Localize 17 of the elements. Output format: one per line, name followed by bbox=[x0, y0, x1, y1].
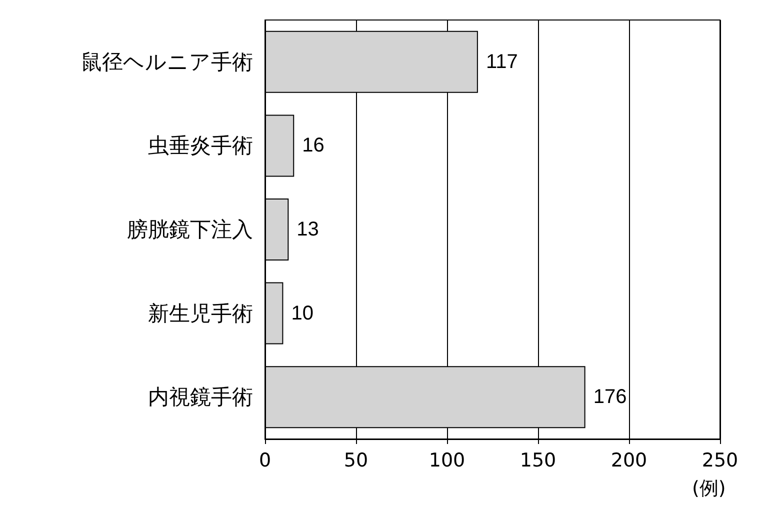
data-label: 176 bbox=[593, 386, 627, 408]
x-tick-label: 200 bbox=[610, 450, 648, 472]
y-tick-label: 膀胱鏡下注入 bbox=[127, 218, 253, 242]
data-label: 16 bbox=[302, 134, 324, 157]
y-tick-label: 新生児手術 bbox=[148, 301, 253, 326]
y-tick-label: 鼠径ヘルニア手術 bbox=[81, 50, 253, 74]
x-tick-label: 250 bbox=[702, 450, 738, 472]
data-label: 10 bbox=[291, 302, 314, 324]
y-tick-label: 虫垂炎手術 bbox=[148, 134, 253, 158]
x-tick-label: 50 bbox=[344, 450, 368, 472]
x-tick-label: 100 bbox=[428, 450, 466, 472]
x-tick-label: 150 bbox=[520, 450, 556, 472]
y-tick-label: 内視鏡手術 bbox=[148, 385, 253, 410]
data-label: 117 bbox=[486, 50, 518, 73]
x-axis-title: (例) bbox=[692, 478, 726, 500]
x-tick-label: 0 bbox=[258, 450, 272, 472]
data-label: 13 bbox=[296, 218, 319, 240]
